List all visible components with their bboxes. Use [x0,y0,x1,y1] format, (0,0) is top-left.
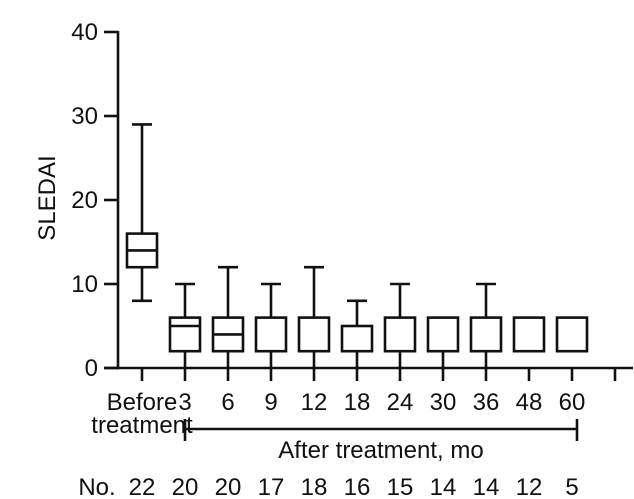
x-tick-label: 36 [473,389,500,416]
x-tick-label-before-line1: Before [107,389,178,416]
x-tick-label: 9 [264,389,277,416]
y-tick-label: 0 [85,355,98,382]
count-value: 12 [516,474,543,499]
box-plot-12 [297,265,331,368]
box-plot-30 [426,316,460,368]
box-rect [254,316,288,353]
x-tick-label: 48 [516,389,543,416]
after-treatment-label: After treatment, mo [278,437,483,464]
box-rect [469,316,503,353]
box-rect [426,316,460,353]
box-plot-60 [555,316,589,353]
x-tick-label: 12 [301,389,328,416]
box-rect [340,324,374,353]
box-plot-3 [168,282,202,368]
count-value: 18 [301,474,328,499]
count-value: 15 [387,474,414,499]
box-plot-48 [512,316,546,353]
box-rect [512,316,546,353]
x-tick-label: 24 [387,389,414,416]
y-tick-label: 10 [71,271,98,298]
count-value: 14 [430,474,457,499]
box-plot-18 [340,299,374,368]
count-value: 17 [258,474,285,499]
y-tick-label: 40 [71,19,98,46]
x-tick-label-before-line2: treatment [91,412,193,439]
count-value: 14 [473,474,500,499]
count-value: 20 [172,474,199,499]
count-value: 22 [129,474,156,499]
box-plot-before-treatment [125,123,159,303]
box-rect [297,316,331,353]
y-tick-label: 20 [71,187,98,214]
counts-row-label: No. [78,474,115,499]
x-tick-label: 60 [559,389,586,416]
x-tick-label: 3 [178,389,191,416]
y-tick-label: 30 [71,103,98,130]
x-tick-label: 6 [221,389,234,416]
box-plot-36 [469,282,503,368]
box-plot-9 [254,282,288,368]
y-axis-title: SLEDAI [34,155,61,240]
count-value: 16 [344,474,371,499]
count-value: 20 [215,474,242,499]
x-tick-label: 18 [344,389,371,416]
count-value: 5 [565,474,578,499]
x-tick-label: 30 [430,389,457,416]
box-plot-24 [383,282,417,368]
box-rect [383,316,417,353]
box-rect [555,316,589,353]
box-rect [168,316,202,353]
box-plot-6 [211,265,245,368]
